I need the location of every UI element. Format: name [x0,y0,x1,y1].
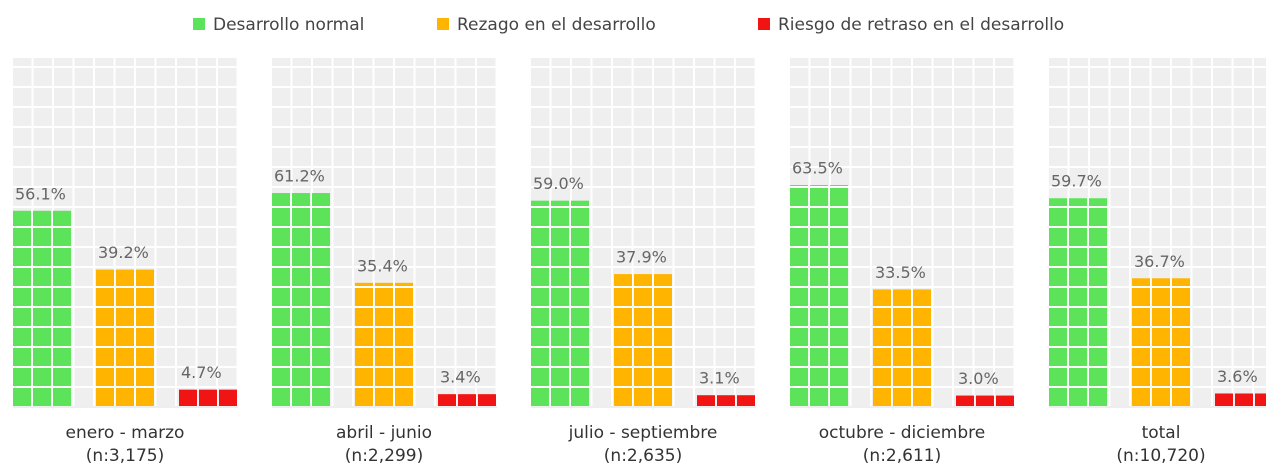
x-tick-label: total [1142,423,1181,443]
bar [355,282,413,406]
x-tick-note: (n:2,299) [345,446,423,466]
bar [96,269,154,406]
value-label: 35.4% [357,256,408,275]
bar [272,193,330,406]
value-label: 61.2% [274,167,325,186]
value-label: 59.0% [533,174,584,193]
bar [1049,198,1107,406]
value-label: 59.7% [1051,172,1102,191]
bar [873,289,931,406]
bar [438,394,496,406]
value-label: 36.7% [1134,252,1185,271]
value-label: 3.4% [440,368,481,387]
bar [956,395,1014,406]
bar [179,389,237,406]
bar [1215,393,1266,406]
value-label: 3.1% [699,369,740,388]
x-tick-note: (n:2,635) [604,446,682,466]
bar [790,185,848,406]
x-tick-note: (n:10,720) [1116,446,1205,466]
legend-swatch [758,18,770,30]
legend-label: Rezago en el desarrollo [457,15,656,35]
value-label: 3.0% [958,369,999,388]
bar [531,200,589,406]
x-tick-note: (n:3,175) [86,446,164,466]
value-label: 63.5% [792,159,843,178]
legend-label: Desarrollo normal [213,15,364,35]
legend-label: Riesgo de retraso en el desarrollo [778,15,1064,35]
value-label: 39.2% [98,243,149,262]
value-label: 37.9% [616,248,667,267]
legend-swatch [437,18,449,30]
x-tick-label: abril - junio [336,423,432,443]
x-tick-label: enero - marzo [66,423,185,443]
value-label: 56.1% [15,184,66,203]
bar [1132,278,1190,406]
bar [614,274,672,406]
value-label: 33.5% [875,263,926,282]
bar [697,395,755,406]
x-tick-note: (n:2,611) [863,446,941,466]
x-tick-label: octubre - diciembre [819,423,985,443]
legend-swatch [193,18,205,30]
value-label: 3.6% [1217,367,1258,386]
value-label: 4.7% [181,363,222,382]
bar [13,210,71,406]
x-tick-label: julio - septiembre [568,423,718,443]
